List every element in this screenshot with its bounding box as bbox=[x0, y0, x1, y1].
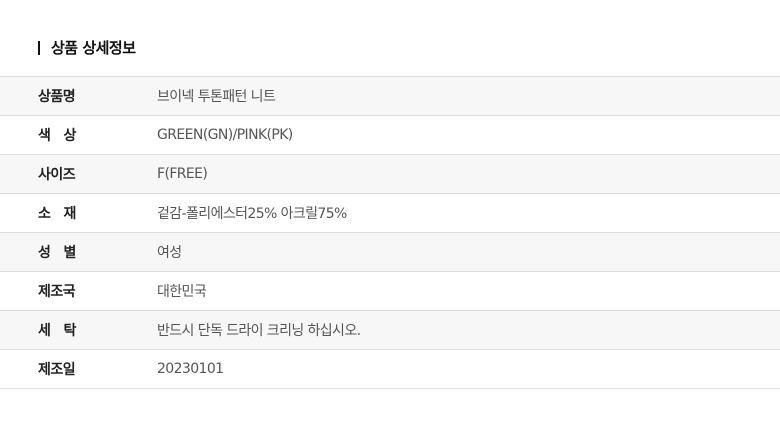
title-bar-decoration bbox=[38, 40, 40, 55]
row-value: 반드시 단독 드라이 크리닝 하십시오. bbox=[157, 323, 361, 339]
section-title: 상품 상세정보 bbox=[38, 37, 136, 58]
product-info-table: 상품명 브이넥 투톤패턴 니트 색 상 GREEN(GN)/PINK(PK) 사이즈… bbox=[0, 76, 780, 389]
row-label: 사이즈 bbox=[38, 167, 76, 183]
table-row: 제조국 대한민국 bbox=[0, 272, 780, 311]
row-value: F(FREE) bbox=[157, 166, 208, 182]
row-value: GREEN(GN)/PINK(PK) bbox=[157, 127, 293, 143]
table-row: 사이즈 F(FREE) bbox=[0, 155, 780, 194]
row-value: 여성 bbox=[157, 245, 182, 261]
row-value: 20230101 bbox=[157, 361, 224, 377]
table-row: 성 별 여성 bbox=[0, 233, 780, 272]
row-label: 성 별 bbox=[38, 245, 76, 261]
row-label: 소 재 bbox=[38, 206, 76, 222]
row-label: 세 탁 bbox=[38, 323, 76, 339]
row-value: 겉감-폴리에스터25% 아크릴75% bbox=[157, 206, 347, 222]
row-label: 제조국 bbox=[38, 284, 76, 300]
table-row: 색 상 GREEN(GN)/PINK(PK) bbox=[0, 116, 780, 155]
row-value: 대한민국 bbox=[157, 284, 207, 300]
row-label: 제조일 bbox=[38, 362, 76, 378]
section-title-text: 상품 상세정보 bbox=[51, 39, 136, 57]
table-row: 제조일 20230101 bbox=[0, 350, 780, 389]
row-label: 상품명 bbox=[38, 89, 76, 105]
table-row: 상품명 브이넥 투톤패턴 니트 bbox=[0, 77, 780, 116]
table-row: 세 탁 반드시 단독 드라이 크리닝 하십시오. bbox=[0, 311, 780, 350]
row-value: 브이넥 투톤패턴 니트 bbox=[157, 89, 276, 105]
row-label: 색 상 bbox=[38, 128, 76, 144]
table-row: 소 재 겉감-폴리에스터25% 아크릴75% bbox=[0, 194, 780, 233]
